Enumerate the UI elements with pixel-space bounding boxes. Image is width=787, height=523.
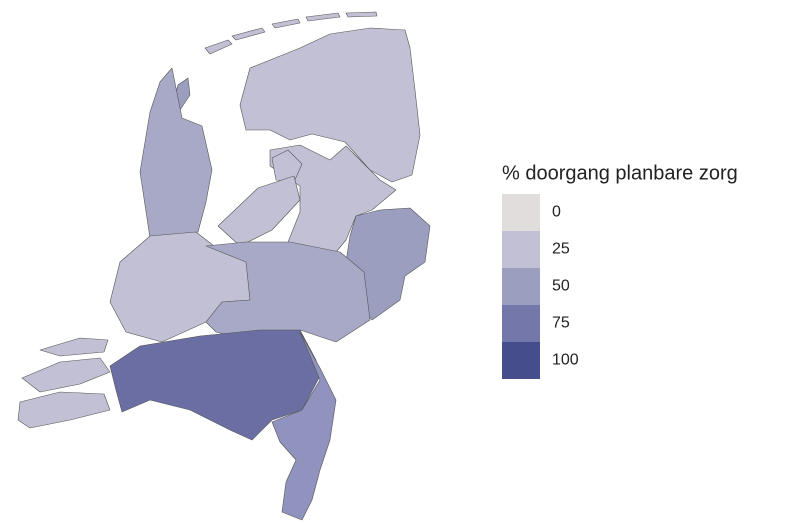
noord-holland: [139, 67, 213, 239]
legend-swatch: [502, 305, 540, 342]
legend-swatch: [502, 194, 540, 231]
legend-label: 50: [552, 278, 570, 295]
legend-title: % doorgang planbare zorg: [502, 162, 738, 184]
netherlands-map: [17, 11, 431, 521]
legend-swatch: [502, 342, 540, 379]
zwolle: [271, 149, 303, 183]
legend: 0 25 50 75 100: [502, 194, 579, 379]
noord-brabant: [109, 329, 321, 441]
legend-swatch: [502, 231, 540, 268]
limburg: [271, 331, 337, 521]
legend-label: 75: [552, 315, 570, 332]
zeeland: [17, 337, 111, 429]
legend-label: 100: [552, 352, 579, 369]
flevoland: [217, 175, 301, 247]
north-region: [239, 27, 421, 183]
legend-swatch: [502, 268, 540, 305]
islands: [204, 11, 378, 55]
legend-label: 0: [552, 204, 561, 221]
legend-label: 25: [552, 241, 570, 258]
